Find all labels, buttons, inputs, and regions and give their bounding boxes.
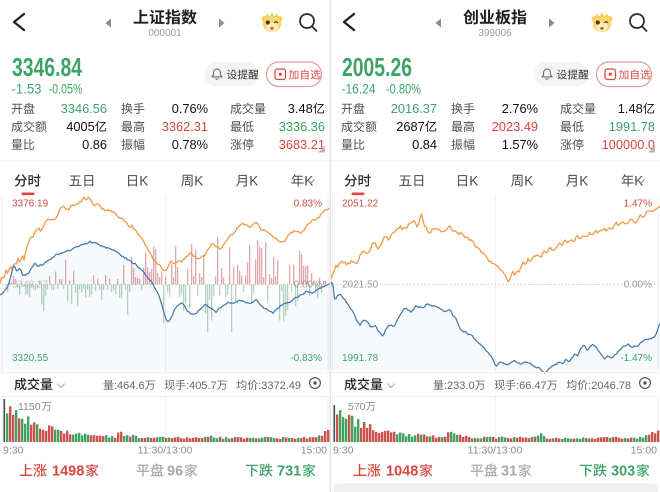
svg-text:731: 731 — [277, 464, 301, 480]
svg-text:3683.21: 3683.21 — [279, 137, 325, 152]
svg-text:000001: 000001 — [148, 28, 182, 39]
svg-text:0.76%: 0.76% — [172, 101, 208, 116]
svg-text:2.76%: 2.76% — [502, 101, 538, 116]
svg-text:96: 96 — [167, 464, 183, 480]
svg-text:-0.05%: -0.05% — [49, 82, 83, 97]
svg-text:0.84: 0.84 — [412, 137, 437, 152]
svg-text:9:30: 9:30 — [333, 445, 354, 457]
svg-text:2687: 2687 — [396, 119, 424, 134]
svg-text:K: K — [579, 174, 588, 189]
svg-text:3362.31: 3362.31 — [162, 119, 208, 134]
svg-text:1.57%: 1.57% — [502, 137, 538, 152]
svg-text::: : — [444, 380, 447, 392]
svg-text:-1.53: -1.53 — [12, 82, 42, 97]
svg-text:399006: 399006 — [478, 28, 512, 39]
svg-text:4005: 4005 — [66, 119, 94, 134]
svg-text:2051.22: 2051.22 — [342, 199, 379, 210]
svg-text:2016.37: 2016.37 — [391, 101, 437, 116]
svg-text:3348.37: 3348.37 — [12, 280, 49, 291]
svg-text:2023.49: 2023.49 — [492, 119, 538, 134]
svg-text:3376.19: 3376.19 — [12, 199, 49, 210]
svg-text:K: K — [194, 174, 203, 189]
svg-text:K: K — [249, 174, 258, 189]
svg-text:3.48: 3.48 — [288, 101, 313, 116]
svg-text::: : — [588, 380, 591, 392]
svg-text:15:00: 15:00 — [631, 445, 657, 457]
svg-text:K: K — [524, 174, 533, 189]
svg-text:2046.78: 2046.78 — [591, 380, 631, 392]
svg-text:0.00%: 0.00% — [294, 280, 322, 291]
svg-text:1150: 1150 — [18, 401, 41, 413]
svg-text:11:30/13:00: 11:30/13:00 — [138, 445, 193, 457]
svg-text:31: 31 — [501, 464, 517, 480]
svg-text:0.00%: 0.00% — [624, 280, 652, 291]
svg-text:3346.56: 3346.56 — [61, 101, 107, 116]
svg-text:2021.50: 2021.50 — [342, 280, 379, 291]
svg-text:233.0: 233.0 — [447, 380, 475, 392]
svg-text:1498: 1498 — [52, 464, 84, 480]
svg-text:-0.80%: -0.80% — [386, 82, 421, 97]
svg-text:1991.78: 1991.78 — [342, 353, 379, 364]
svg-text:3320.55: 3320.55 — [12, 353, 49, 364]
svg-text:K: K — [139, 174, 148, 189]
svg-text:303: 303 — [611, 464, 635, 480]
svg-text::: : — [516, 380, 519, 392]
svg-text:9:30: 9:30 — [3, 445, 24, 457]
svg-text:0.83%: 0.83% — [294, 199, 322, 210]
svg-text::: : — [114, 380, 117, 392]
svg-text:464.6: 464.6 — [117, 380, 145, 392]
svg-text:-0.83%: -0.83% — [290, 353, 322, 364]
svg-text:-1.47%: -1.47% — [620, 353, 652, 364]
svg-text:66.47: 66.47 — [519, 380, 547, 392]
svg-text:0.78%: 0.78% — [172, 137, 208, 152]
svg-text::: : — [258, 380, 261, 392]
svg-text:K: K — [469, 174, 478, 189]
svg-text:2005.26: 2005.26 — [342, 54, 412, 82]
svg-text:405.7: 405.7 — [189, 380, 217, 392]
svg-text:570: 570 — [348, 401, 366, 413]
svg-text:3372.49: 3372.49 — [261, 380, 301, 392]
svg-text::: : — [186, 380, 189, 392]
svg-text:1.47%: 1.47% — [624, 199, 652, 210]
svg-text:3336.36: 3336.36 — [279, 119, 325, 134]
svg-text:3346.84: 3346.84 — [12, 54, 83, 82]
svg-text:0.86: 0.86 — [82, 137, 107, 152]
svg-text:1.48: 1.48 — [618, 101, 643, 116]
svg-text:15:00: 15:00 — [301, 445, 327, 457]
svg-text:11:30/13:00: 11:30/13:00 — [468, 445, 523, 457]
svg-text:1048: 1048 — [386, 464, 418, 480]
svg-text:1991.78: 1991.78 — [609, 119, 655, 134]
svg-text:100000.0: 100000.0 — [602, 137, 655, 152]
svg-text:-16.24: -16.24 — [342, 82, 376, 97]
